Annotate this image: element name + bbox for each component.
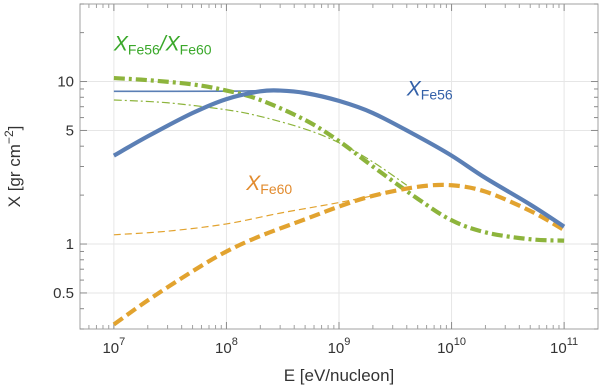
y-tick-label: 0.5 [53,285,74,302]
annotation-sub: Fe56 [128,42,160,58]
annotation-sub: Fe60 [260,181,292,197]
y-axis-label-sup: −2 [2,130,16,144]
series-line-fe56-thick [112,88,566,229]
annotation-main: X [113,33,129,56]
x-tick-label: 1011 [550,336,578,357]
x-axis-label: E [eV/nucleon] [284,366,395,385]
annotation-fe60: XFe60 [245,172,292,197]
annotation-main: X [245,172,261,195]
x-tick-label: 107 [102,336,125,357]
x-tick-label-exp: 9 [344,336,350,348]
series-layer [112,75,566,327]
x-tick-label-base: 10 [215,340,232,357]
x-tick-label-base: 10 [437,340,454,357]
x-tick-label-base: 10 [550,340,567,357]
y-axis-label: X [gr cm−2] [2,126,24,208]
annotation-main2: X [165,33,181,56]
x-tick-label-exp: 8 [232,336,238,348]
y-tick-label: 5 [66,122,74,139]
annotation-sub2: Fe60 [180,42,212,58]
annotation-main: X [406,78,422,101]
annotation-sub: Fe56 [421,87,453,103]
annotation-fe56: XFe56 [406,78,453,103]
x-tick-label: 108 [215,336,238,357]
annotation-ratio: XFe56/XFe60 [113,33,212,58]
x-tick-label-exp: 10 [454,336,466,348]
y-axis-label-main: X [gr cm [5,144,24,207]
series-line-fe60-thin [113,191,393,236]
y-axis-label-close: ] [5,126,24,131]
x-tick-label-base: 10 [102,340,119,357]
y-tick-label: 1 [66,236,74,253]
series-line-fe60-thick [112,182,566,327]
x-tick-label-base: 10 [328,340,345,357]
x-tick-label-exp: 7 [119,336,125,348]
annotation-slash: / [158,33,168,56]
series-line-ratio-thick [113,75,565,243]
x-tick-label: 1010 [437,336,466,357]
y-tick-label: 10 [57,74,74,91]
x-tick-label-exp: 11 [567,336,578,348]
x-tick-label: 109 [328,336,351,357]
